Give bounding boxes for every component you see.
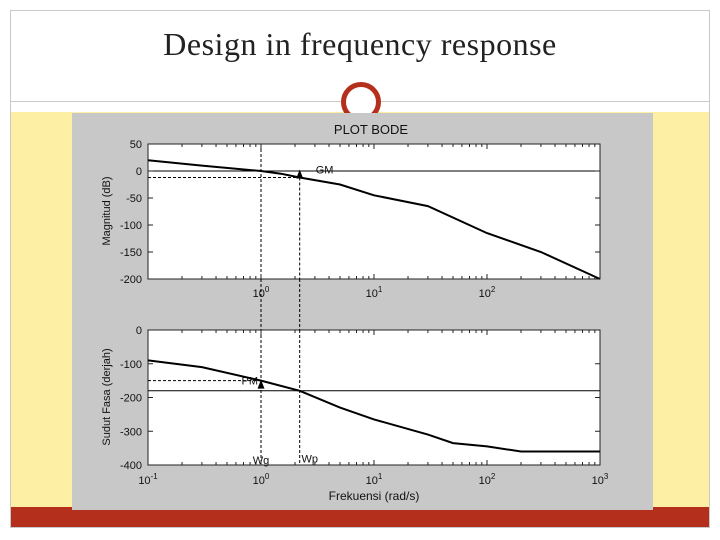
gm-annotation: GM bbox=[316, 164, 334, 176]
magnitude-ytick-label: 50 bbox=[130, 139, 142, 151]
phase-curve bbox=[147, 359, 600, 453]
magnitude-ytick-label: 0 bbox=[136, 166, 142, 178]
magnitude-ylabel: Magnitud (dB) bbox=[101, 176, 113, 245]
phase-xtick-label: 100 bbox=[253, 472, 270, 487]
phase-xtick-label: 102 bbox=[479, 472, 496, 487]
chart-title: PLOT BODE bbox=[334, 122, 409, 137]
magnitude-ytick-label: -200 bbox=[120, 274, 142, 286]
phase-ylabel: Sudut Fasa (derjah) bbox=[101, 348, 113, 445]
phase-ytick-label: 0 bbox=[136, 325, 142, 337]
magnitude-axes bbox=[147, 143, 601, 280]
slide-title: Design in frequency response bbox=[163, 26, 557, 62]
slide-frame bbox=[10, 10, 710, 528]
magnitude-xtick-label: 101 bbox=[366, 285, 383, 300]
phase-axes bbox=[147, 329, 601, 466]
phase-ytick-label: -100 bbox=[120, 359, 142, 371]
phase-ytick-label: -400 bbox=[120, 460, 142, 472]
wp-label: Wp bbox=[301, 453, 318, 465]
magnitude-curve bbox=[147, 159, 601, 280]
phase-xtick-label: 101 bbox=[366, 472, 383, 487]
pm-arrow-icon bbox=[257, 379, 265, 389]
magnitude-panel: GM 50 0 -50 -100 -150 -200 100 101 102 Magnitud … bbox=[101, 139, 601, 300]
magnitude-ytick-label: -100 bbox=[120, 220, 142, 232]
phase-ytick-label: -300 bbox=[120, 426, 142, 438]
magnitude-ytick-label: -150 bbox=[120, 247, 142, 259]
magnitude-xtick-label: 102 bbox=[479, 285, 496, 300]
phase-xtick-label: 10-1 bbox=[138, 472, 158, 487]
bode-plot-figure: PLOT BODE GM 50 0 -50 -100 -150 -200 100 101 102… bbox=[72, 113, 653, 510]
frequency-xlabel: Frekuensi (rad/s) bbox=[329, 489, 420, 503]
footer-bar bbox=[11, 507, 709, 527]
phase-xtick-label: 103 bbox=[592, 472, 609, 487]
phase-ytick-label: -200 bbox=[120, 393, 142, 405]
magnitude-xtick-label: 100 bbox=[253, 285, 270, 300]
magnitude-ytick-label: -50 bbox=[126, 193, 142, 205]
